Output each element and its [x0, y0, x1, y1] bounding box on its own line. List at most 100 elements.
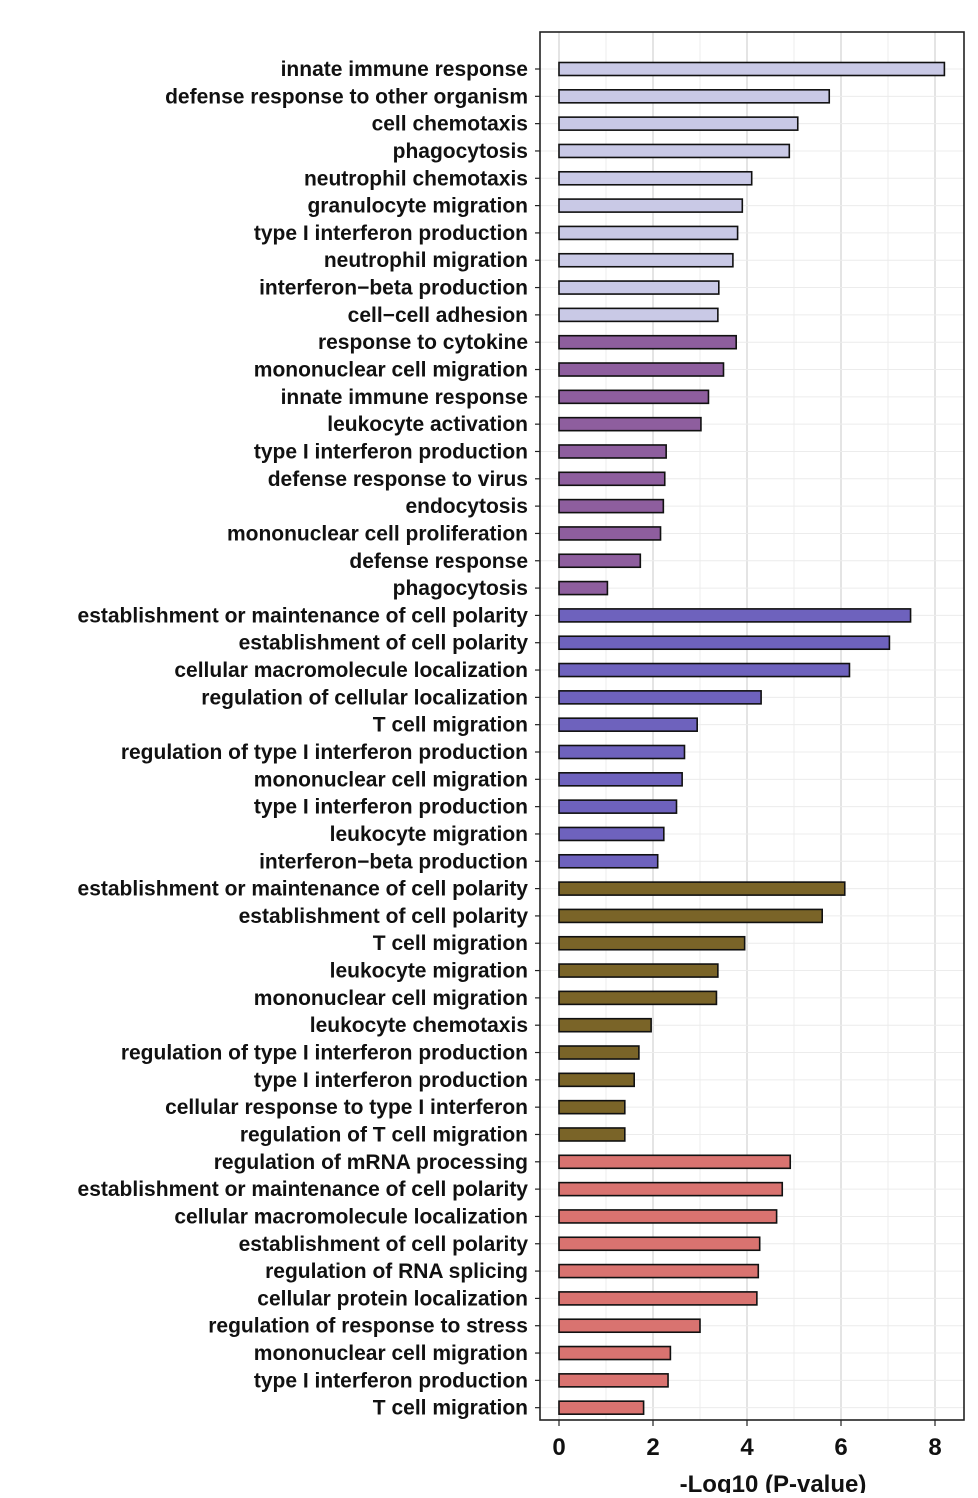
bar	[558, 717, 698, 732]
bar	[558, 772, 683, 787]
bar	[558, 498, 665, 514]
bar	[558, 334, 737, 350]
category-label: defense response to other organism	[165, 85, 528, 108]
category-label: innate immune response	[281, 58, 528, 81]
category-label: T cell migration	[373, 714, 528, 737]
bar	[558, 1400, 645, 1415]
bar	[558, 280, 720, 295]
category-label: defense response	[349, 550, 528, 573]
x-tick-label: 2	[646, 1434, 659, 1461]
bar	[558, 1236, 761, 1252]
x-tick-label: 4	[740, 1434, 754, 1461]
bar	[558, 1045, 640, 1060]
category-label: type I interferon production	[254, 222, 528, 245]
category-label: regulation of RNA splicing	[265, 1260, 528, 1283]
bars	[558, 61, 946, 1415]
category-label: phagocytosis	[393, 577, 528, 600]
category-label: innate immune response	[281, 386, 528, 409]
category-label: regulation of type I interferon producti…	[121, 741, 528, 764]
category-label: interferon−beta production	[259, 277, 528, 300]
bar	[558, 553, 642, 569]
bar	[558, 908, 824, 924]
bar	[558, 826, 665, 842]
category-label: leukocyte migration	[330, 823, 528, 846]
bar	[558, 690, 762, 705]
bar	[558, 1373, 669, 1388]
bar	[558, 1099, 626, 1115]
bar	[558, 990, 718, 1006]
category-label: leukocyte migration	[330, 960, 528, 983]
category-label: mononuclear cell proliferation	[227, 522, 528, 545]
category-label: mononuclear cell migration	[254, 359, 528, 382]
bar	[558, 1072, 635, 1088]
bar	[558, 416, 702, 432]
category-label: type I interferon production	[254, 440, 528, 463]
category-label: endocytosis	[405, 495, 528, 518]
bar	[558, 198, 744, 213]
x-axis-title: -Log10 (P-value)	[680, 1471, 867, 1493]
x-tick-label: 0	[552, 1434, 565, 1461]
bar	[558, 1154, 792, 1170]
bar	[558, 252, 734, 268]
category-label: defense response to virus	[268, 468, 528, 491]
category-label: type I interferon production	[254, 796, 528, 819]
category-label: granulocyte migration	[307, 195, 528, 218]
category-label: cellular response to type I interferon	[165, 1096, 528, 1119]
bar	[558, 799, 678, 814]
category-label: leukocyte chemotaxis	[310, 1014, 528, 1037]
x-tick-label: 8	[928, 1434, 941, 1461]
category-label: establishment or maintenance of cell pol…	[78, 878, 529, 901]
bar	[558, 1318, 701, 1334]
bar	[558, 744, 686, 760]
bar	[558, 1263, 760, 1279]
category-label: cell−cell adhesion	[348, 304, 528, 327]
bar	[558, 362, 725, 377]
category-label: response to cytokine	[318, 331, 528, 354]
category-label: T cell migration	[373, 932, 528, 955]
bar	[558, 963, 719, 978]
bar	[558, 1345, 672, 1361]
bar	[558, 580, 609, 596]
category-label: phagocytosis	[393, 140, 528, 163]
bar	[558, 935, 746, 951]
category-label: cellular macromolecule localization	[174, 1205, 528, 1228]
bar	[558, 170, 753, 186]
bar	[558, 1017, 652, 1033]
category-label: neutrophil migration	[324, 249, 528, 272]
category-label: establishment or maintenance of cell pol…	[78, 1178, 529, 1201]
category-label: T cell migration	[373, 1397, 528, 1420]
category-label: regulation of mRNA processing	[214, 1151, 528, 1174]
category-label: establishment or maintenance of cell pol…	[78, 604, 529, 627]
bar	[558, 61, 946, 77]
bar	[558, 1291, 758, 1306]
category-label: establishment of cell polarity	[239, 1233, 529, 1256]
category-label: leukocyte activation	[327, 413, 528, 436]
bar	[558, 143, 791, 159]
x-axis-ticks: 0 2 4 6 8	[552, 1420, 942, 1461]
bar	[558, 853, 659, 869]
bar	[558, 471, 666, 487]
category-label: mononuclear cell migration	[254, 768, 528, 791]
category-label: neutrophil chemotaxis	[304, 167, 528, 190]
bar	[558, 635, 891, 651]
x-tick-label: 6	[834, 1434, 847, 1461]
bar	[558, 1127, 626, 1142]
category-label: establishment of cell polarity	[239, 905, 529, 928]
category-label: type I interferon production	[254, 1069, 528, 1092]
bar	[558, 1181, 784, 1197]
category-label: regulation of type I interferon producti…	[121, 1042, 528, 1065]
bar	[558, 608, 912, 623]
bar	[558, 526, 662, 541]
category-label: cell chemotaxis	[372, 113, 528, 136]
bar	[558, 116, 799, 131]
category-labels: innate immune response defense response t…	[78, 58, 540, 1420]
plot-frame	[539, 31, 965, 1421]
bar	[558, 225, 739, 241]
bar	[558, 307, 719, 323]
category-label: mononuclear cell migration	[254, 1342, 528, 1365]
category-label: type I interferon production	[254, 1369, 528, 1392]
bar	[558, 1209, 778, 1224]
bar	[558, 662, 851, 678]
